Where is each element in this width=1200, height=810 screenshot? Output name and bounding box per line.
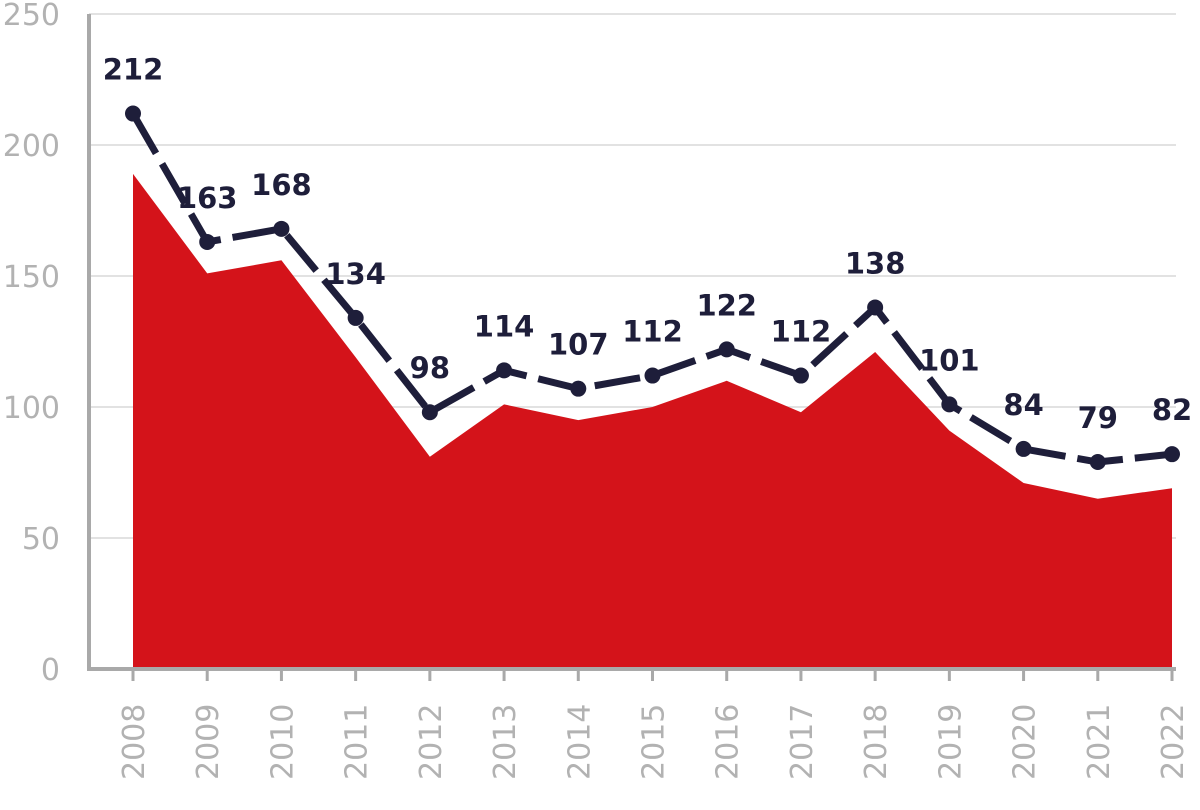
data-labels: 212 163 168 134 98 114 107 112 122 112 138 101 84 79 8… <box>103 53 1192 435</box>
data-label-2017: 112 <box>771 315 832 349</box>
y-tick-label-200: 200 <box>3 129 60 164</box>
data-point-2016 <box>718 341 735 358</box>
x-tick-label-2018: 2018 <box>859 704 894 780</box>
y-tick-label-50: 50 <box>22 522 60 557</box>
data-point-2013 <box>496 362 513 379</box>
data-label-2022: 82 <box>1152 393 1192 427</box>
axis-lines <box>87 14 1176 671</box>
x-tick-label-2012: 2012 <box>414 704 449 780</box>
data-point-2008 <box>125 105 141 122</box>
data-point-2011 <box>347 309 364 326</box>
data-label-2015: 112 <box>622 315 683 349</box>
data-label-2013: 114 <box>474 309 535 343</box>
y-tick-label-100: 100 <box>3 391 60 426</box>
axes <box>87 14 1176 681</box>
area-series <box>133 173 1172 669</box>
x-tick-label-2015: 2015 <box>637 704 672 780</box>
x-tick-label-2009: 2009 <box>191 704 226 780</box>
data-label-2012: 98 <box>410 351 450 385</box>
data-point-2015 <box>644 367 661 384</box>
data-label-2008: 212 <box>103 53 164 87</box>
data-point-2009 <box>199 233 216 250</box>
y-tick-label-0: 0 <box>41 653 60 688</box>
data-point-2017 <box>792 367 809 384</box>
y-tick-label-250: 250 <box>3 0 60 33</box>
data-label-2009: 163 <box>177 181 238 215</box>
x-tick-label-2008: 2008 <box>117 704 152 780</box>
x-tick-labels: 2008 2009 2010 2011 2012 2013 2014 2015 2016 2017… <box>117 704 1191 780</box>
y-tick-labels: 0 50 100 150 200 250 <box>3 0 60 688</box>
y-tick-label-150: 150 <box>3 260 60 295</box>
line-series <box>125 105 1180 471</box>
x-tick-label-2016: 2016 <box>711 704 746 780</box>
x-tick-label-2022: 2022 <box>1156 704 1191 780</box>
data-point-2020 <box>1015 440 1032 457</box>
data-label-2010: 168 <box>251 168 312 202</box>
x-tick-label-2017: 2017 <box>785 704 820 780</box>
data-label-2021: 79 <box>1078 401 1118 435</box>
data-point-2012 <box>421 404 438 421</box>
data-label-2019: 101 <box>919 343 980 377</box>
area-fill <box>133 173 1172 669</box>
data-point-2022 <box>1164 446 1180 463</box>
x-tick-label-2013: 2013 <box>488 704 523 780</box>
data-label-2014: 107 <box>548 328 609 362</box>
data-label-2011: 134 <box>325 257 386 291</box>
data-point-2021 <box>1089 454 1106 471</box>
data-point-2018 <box>867 299 884 316</box>
x-tick-label-2014: 2014 <box>562 704 597 780</box>
data-label-2018: 138 <box>845 246 906 280</box>
x-tick-label-2021: 2021 <box>1082 704 1117 780</box>
x-tick-label-2020: 2020 <box>1008 704 1043 780</box>
x-tick-label-2010: 2010 <box>265 704 300 780</box>
data-label-2020: 84 <box>1003 388 1043 422</box>
x-tick-label-2019: 2019 <box>933 704 968 780</box>
data-point-2014 <box>570 380 587 397</box>
data-label-2016: 122 <box>696 288 757 322</box>
x-tick-label-2011: 2011 <box>340 704 375 780</box>
data-point-2019 <box>941 396 958 413</box>
data-point-2010 <box>273 220 290 237</box>
